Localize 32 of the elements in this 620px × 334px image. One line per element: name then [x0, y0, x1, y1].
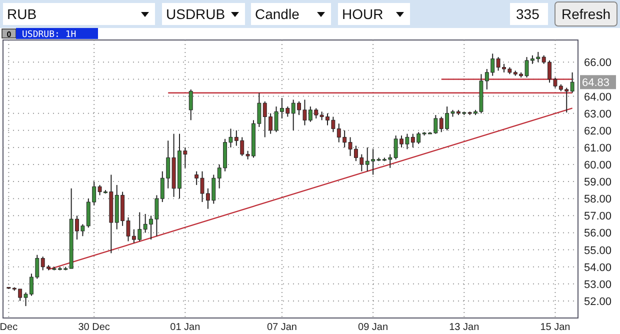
- y-tick-label: 59.00: [584, 176, 612, 189]
- y-tick-label: 56.00: [584, 228, 612, 240]
- y-tick-label: 64.00: [584, 91, 612, 104]
- text: 64.83: [582, 77, 610, 90]
- text: Candle: [255, 6, 300, 22]
- x-tick-label: 30 Dec: [78, 322, 110, 333]
- text: RUB: [7, 6, 37, 22]
- candlestick: [188, 88, 193, 121]
- x-tick-label: 01 Jan: [170, 322, 200, 333]
- y-tick-label: 53.00: [584, 278, 612, 291]
- x-tick-label: 15 Jan: [540, 322, 570, 333]
- text: 335: [516, 6, 540, 22]
- y-tick-label: 61.00: [584, 142, 612, 154]
- y-tick-label: 60.00: [584, 160, 612, 172]
- y-tick-label: 54.00: [584, 262, 612, 274]
- x-tick-label: 13 Jan: [449, 322, 480, 333]
- text: 0: [6, 30, 12, 39]
- x-tick-label: 07 Jan: [266, 322, 297, 333]
- y-tick-label: 58.00: [584, 194, 612, 206]
- x-tick-label: Dec: [0, 322, 18, 333]
- chart-title: USDRUB: 1H: [22, 30, 76, 40]
- text: USDRUB: [166, 6, 226, 22]
- y-tick-label: 57.00: [584, 210, 612, 223]
- candlestick: [570, 72, 574, 94]
- y-tick-label: 66.00: [584, 57, 612, 70]
- x-tick-label: 09 Jan: [358, 322, 388, 333]
- y-tick-label: 52.00: [584, 296, 612, 308]
- text: HOUR: [342, 6, 384, 22]
- y-tick-label: 55.00: [584, 244, 612, 257]
- y-tick-label: 62.00: [584, 125, 612, 138]
- y-tick-label: 63.00: [584, 108, 612, 120]
- text: Refresh: [561, 6, 611, 22]
